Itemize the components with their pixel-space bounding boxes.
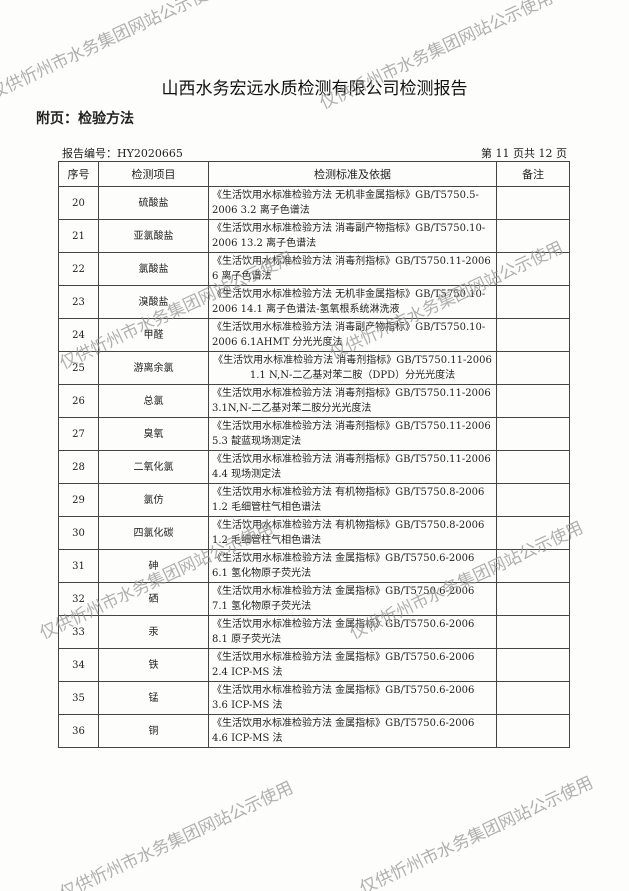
table-row: 31 砷《生活饮用水标准检验方法 金属指标》GB/T5750.6-2006 6.1… bbox=[58, 549, 570, 583]
row-number: 21 bbox=[58, 219, 99, 253]
test-method: 《生活饮用水标准检验方法 有机物指标》GB/T5750.8-2006 1.2 毛… bbox=[208, 483, 497, 517]
test-method: 《生活饮用水标准检验方法 金属指标》GB/T5750.6-2006 3.6 IC… bbox=[208, 681, 497, 715]
row-note bbox=[496, 285, 570, 319]
row-note bbox=[496, 450, 570, 484]
table-row: 21 亚氯酸盐 《生活饮用水标准检验方法 消毒副产物指标》GB/T5750.10-2… bbox=[58, 219, 570, 253]
test-method: 《生活饮用水标准检验方法 无机非金属指标》GB/T5750.5-2006 3.2… bbox=[208, 186, 497, 220]
test-method: 《生活饮用水标准检验方法 消毒剂指标》GB/T5750.11-2006 6 离子… bbox=[208, 252, 497, 286]
row-number: 29 bbox=[58, 483, 99, 517]
watermark-text: 仅供忻州市水务集团网站公示使用 bbox=[356, 772, 597, 891]
test-method: 《生活饮用水标准检验方法 有机物指标》GB/T5750.8-2006 1.2 毛… bbox=[208, 516, 497, 550]
page-info: 第 11 页共 12 页 bbox=[481, 147, 567, 160]
row-note bbox=[496, 582, 570, 616]
table-row: 30 四氯化碳 《生活饮用水标准检验方法 有机物指标》GB/T5750.8-2006… bbox=[58, 516, 570, 550]
test-item: 硫酸盐 bbox=[98, 186, 209, 220]
test-item: 锰 bbox=[98, 681, 209, 715]
col-header-method: 检测标准及依据 bbox=[208, 161, 497, 187]
row-number: 35 bbox=[58, 681, 99, 715]
table-row: 25 游离余氯 《生活饮用水标准检验方法 消毒剂指标》GB/T5750.11-200… bbox=[58, 351, 570, 385]
test-item: 臭氧 bbox=[98, 417, 209, 451]
row-note bbox=[496, 351, 570, 385]
table-row: 22 氯酸盐 《生活饮用水标准检验方法 消毒剂指标》GB/T5750.11-2006… bbox=[58, 252, 570, 286]
row-note bbox=[496, 417, 570, 451]
row-number: 23 bbox=[58, 285, 99, 319]
test-item: 硒 bbox=[98, 582, 209, 616]
test-method: 《生活饮用水标准检验方法 消毒剂指标》GB/T5750.11-2006 4.4 … bbox=[208, 450, 497, 484]
test-method: 《生活饮用水标准检验方法 消毒副产物指标》GB/T5750.10-2006 6.… bbox=[208, 318, 497, 352]
row-note bbox=[496, 318, 570, 352]
table-row: 35 锰《生活饮用水标准检验方法 金属指标》GB/T5750.6-2006 3.6… bbox=[58, 681, 570, 715]
table-row: 33 汞《生活饮用水标准检验方法 金属指标》GB/T5750.6-2006 8.1… bbox=[58, 615, 570, 649]
row-number: 27 bbox=[58, 417, 99, 451]
test-method: 《生活饮用水标准检验方法 消毒剂指标》GB/T5750.11-2006 5.3 … bbox=[208, 417, 497, 451]
row-note bbox=[496, 681, 570, 715]
table-row: 28 二氧化氯 《生活饮用水标准检验方法 消毒剂指标》GB/T5750.11-200… bbox=[58, 450, 570, 484]
row-number: 20 bbox=[58, 186, 99, 220]
test-item: 铁 bbox=[98, 648, 209, 682]
test-item: 总氯 bbox=[98, 384, 209, 418]
row-note bbox=[496, 615, 570, 649]
methods-table: 序号 检测项目 检测标准及依据 备注 20 硫酸盐 《生活饮用水标准检验方法 无机非… bbox=[58, 161, 570, 748]
row-number: 25 bbox=[58, 351, 99, 385]
test-method: 《生活饮用水标准检验方法 金属指标》GB/T5750.6-2006 6.1 氢化… bbox=[208, 549, 497, 583]
report-number: 报告编号：HY2020665 bbox=[62, 147, 183, 160]
test-method: 《生活饮用水标准检验方法 消毒剂指标》GB/T5750.11-2006 1.1 … bbox=[208, 351, 497, 385]
row-note bbox=[496, 714, 570, 748]
test-method: 《生活饮用水标准检验方法 金属指标》GB/T5750.6-2006 8.1 原子… bbox=[208, 615, 497, 649]
table-row: 27 臭氧 《生活饮用水标准检验方法 消毒剂指标》GB/T5750.11-2006 … bbox=[58, 417, 570, 451]
table-row: 32 硒《生活饮用水标准检验方法 金属指标》GB/T5750.6-2006 7.1… bbox=[58, 582, 570, 616]
watermark-text: 仅供忻州市水务集团网站公示使用 bbox=[56, 777, 297, 891]
row-number: 24 bbox=[58, 318, 99, 352]
test-method: 《生活饮用水标准检验方法 金属指标》GB/T5750.6-2006 7.1 氢化… bbox=[208, 582, 497, 616]
row-note bbox=[496, 186, 570, 220]
row-note bbox=[496, 516, 570, 550]
appendix-subtitle: 附页：检验方法 bbox=[36, 111, 134, 127]
test-item: 溴酸盐 bbox=[98, 285, 209, 319]
row-number: 33 bbox=[58, 615, 99, 649]
row-number: 26 bbox=[58, 384, 99, 418]
row-number: 28 bbox=[58, 450, 99, 484]
report-title: 山西水务宏远水质检测有限公司检测报告 bbox=[161, 79, 468, 99]
test-item: 氯酸盐 bbox=[98, 252, 209, 286]
table-row: 36 铜《生活饮用水标准检验方法 金属指标》GB/T5750.6-2006 4.6… bbox=[58, 714, 570, 748]
col-header-no: 序号 bbox=[58, 161, 99, 187]
row-number: 22 bbox=[58, 252, 99, 286]
test-method: 《生活饮用水标准检验方法 金属指标》GB/T5750.6-2006 4.6 IC… bbox=[208, 714, 497, 748]
col-header-item: 检测项目 bbox=[98, 161, 209, 187]
test-method: 《生活饮用水标准检验方法 消毒剂指标》GB/T5750.11-2006 3.1N… bbox=[208, 384, 497, 418]
test-item: 亚氯酸盐 bbox=[98, 219, 209, 253]
row-note bbox=[496, 549, 570, 583]
table-row: 29 氯仿 《生活饮用水标准检验方法 有机物指标》GB/T5750.8-2006 1… bbox=[58, 483, 570, 517]
table-row: 24 甲醛 《生活饮用水标准检验方法 消毒副产物指标》GB/T5750.10-200… bbox=[58, 318, 570, 352]
test-item: 四氯化碳 bbox=[98, 516, 209, 550]
test-item: 砷 bbox=[98, 549, 209, 583]
test-item: 二氧化氯 bbox=[98, 450, 209, 484]
row-number: 36 bbox=[58, 714, 99, 748]
row-number: 34 bbox=[58, 648, 99, 682]
test-method: 《生活饮用水标准检验方法 金属指标》GB/T5750.6-2006 2.4 IC… bbox=[208, 648, 497, 682]
test-method: 《生活饮用水标准检验方法 无机非金属指标》GB/T5750.10-2006 14… bbox=[208, 285, 497, 319]
row-note bbox=[496, 252, 570, 286]
table-row: 20 硫酸盐 《生活饮用水标准检验方法 无机非金属指标》GB/T5750.5-200… bbox=[58, 186, 570, 220]
row-number: 32 bbox=[58, 582, 99, 616]
test-item: 游离余氯 bbox=[98, 351, 209, 385]
row-note bbox=[496, 483, 570, 517]
test-method: 《生活饮用水标准检验方法 消毒副产物指标》GB/T5750.10-2006 13… bbox=[208, 219, 497, 253]
table-row: 26 总氯 《生活饮用水标准检验方法 消毒剂指标》GB/T5750.11-2006 … bbox=[58, 384, 570, 418]
col-header-note: 备注 bbox=[496, 161, 570, 187]
row-note bbox=[496, 648, 570, 682]
test-item: 铜 bbox=[98, 714, 209, 748]
row-note bbox=[496, 219, 570, 253]
table-row: 23 溴酸盐 《生活饮用水标准检验方法 无机非金属指标》GB/T5750.10-20… bbox=[58, 285, 570, 319]
test-item: 甲醛 bbox=[98, 318, 209, 352]
table-row: 34 铁《生活饮用水标准检验方法 金属指标》GB/T5750.6-2006 2.4… bbox=[58, 648, 570, 682]
row-note bbox=[496, 384, 570, 418]
row-number: 31 bbox=[58, 549, 99, 583]
test-item: 氯仿 bbox=[98, 483, 209, 517]
test-item: 汞 bbox=[98, 615, 209, 649]
row-number: 30 bbox=[58, 516, 99, 550]
